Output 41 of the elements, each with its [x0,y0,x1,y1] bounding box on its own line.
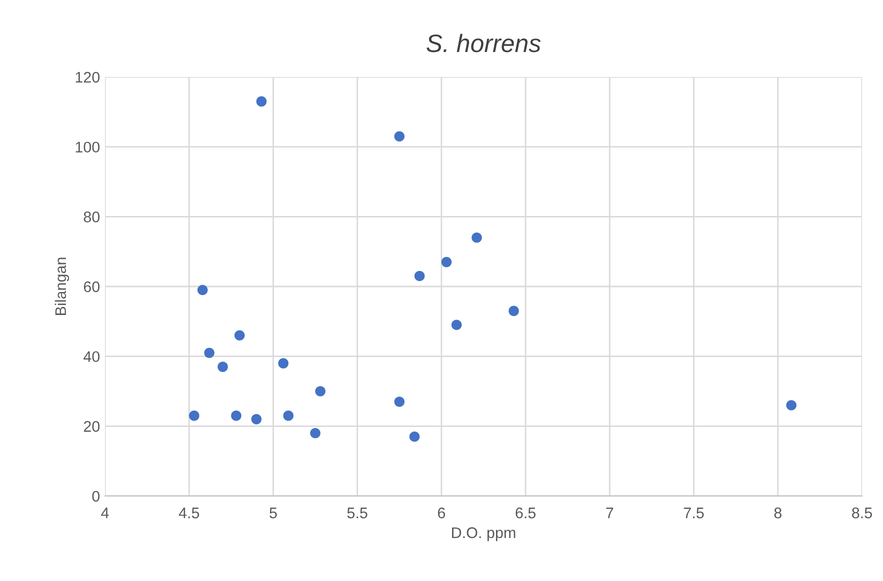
point [189,410,200,421]
y-tick-label: 80 [84,212,100,222]
point [251,414,262,424]
point [451,320,462,330]
x-tick-label: 7 [606,508,614,518]
point [197,284,208,296]
x-axis-title: D.O. ppm [452,527,516,542]
y-axis-title: Bilangan [54,258,70,315]
x-tick-label: 4 [101,508,109,518]
y-tick-label: 20 [84,421,100,432]
point [441,256,452,268]
x-tick-label: 4.5 [178,508,200,518]
point [218,362,228,372]
point [409,431,420,442]
point [394,396,405,407]
point [394,131,405,142]
point [231,410,242,421]
x-tick-label: 7.5 [684,508,704,518]
point [508,306,519,316]
x-tick-label: 8.5 [852,508,872,518]
y-tick-label: 40 [84,351,100,362]
y-tick-label: 0 [92,490,100,502]
point [234,330,245,341]
y-tick-label: 100 [76,142,100,153]
point [315,386,326,396]
x-tick-label: 6 [438,508,446,518]
point [278,358,288,368]
point [204,348,214,358]
point [256,96,267,107]
x-tick-label: 8 [774,508,782,518]
point [283,410,294,421]
y-tick-label: 60 [84,281,100,292]
point [310,428,320,438]
chart-title: S. horrens [426,34,541,52]
x-tick-label: 5.5 [347,508,368,518]
point [414,270,425,282]
y-tick-label: 120 [76,72,100,83]
point [786,400,796,410]
point [472,232,482,243]
x-tick-label: 6.5 [516,508,536,518]
x-tick-label: 5 [270,508,277,518]
